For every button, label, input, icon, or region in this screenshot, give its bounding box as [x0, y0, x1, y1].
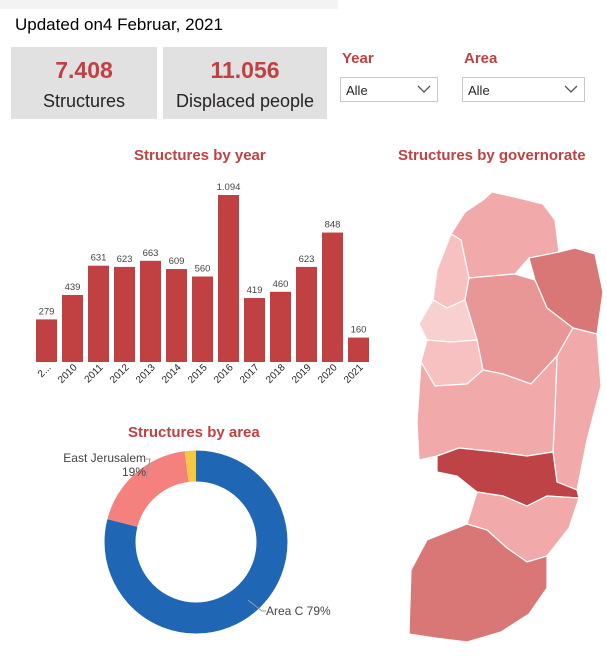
- east-jerusalem-leader: [145, 458, 151, 480]
- area-c-label: Area C 79%: [266, 604, 331, 618]
- bar-value-label: 439: [65, 282, 81, 293]
- donut-chart-title: Structures by area: [128, 424, 260, 441]
- bar-2011[interactable]: [88, 265, 109, 362]
- bar-2016[interactable]: [218, 195, 239, 362]
- x-tick-label: 2014: [160, 362, 184, 386]
- x-tick-label: 2012: [108, 362, 132, 386]
- chevron-down-icon: [564, 85, 578, 93]
- x-tick-label: 2016: [212, 362, 236, 386]
- bar-value-label: 623: [299, 254, 315, 265]
- bar-2014[interactable]: [166, 269, 187, 362]
- east-jerusalem-label: East Jerusalem: [63, 451, 146, 465]
- updated-text: Updated on4 Februar, 2021: [15, 15, 223, 35]
- bar-2010[interactable]: [62, 294, 83, 362]
- area-dropdown-value: Alle: [468, 83, 490, 98]
- top-strip: [0, 0, 338, 9]
- governorate-map: [408, 191, 604, 643]
- map-region-jericho[interactable]: [552, 327, 602, 491]
- chevron-down-icon: [417, 85, 431, 93]
- bar-value-label: 609: [169, 256, 185, 267]
- bar-2...[interactable]: [36, 319, 57, 362]
- x-tick-label: 2020: [316, 362, 340, 386]
- area-c-leader: [247, 599, 266, 612]
- x-tick-label: 2013: [134, 362, 158, 386]
- bar-value-label: 279: [39, 306, 55, 317]
- x-tick-label: 2019: [290, 362, 314, 386]
- bar-2015[interactable]: [192, 276, 213, 362]
- bar-value-label: 848: [325, 220, 341, 231]
- structures-card: 7.408 Structures: [11, 47, 157, 119]
- bar-value-label: 460: [273, 279, 289, 290]
- bar-2013[interactable]: [140, 260, 161, 362]
- bar-chart-title: Structures by year: [134, 147, 266, 164]
- year-dropdown[interactable]: Alle: [340, 77, 438, 102]
- bar-value-label: 623: [117, 254, 133, 265]
- bar-2018[interactable]: [270, 291, 291, 362]
- east-jerusalem-pct: 19%: [122, 465, 146, 479]
- x-tick-label: 2011: [83, 362, 106, 385]
- map-region-ramallah[interactable]: [416, 354, 558, 461]
- bar-2017[interactable]: [244, 298, 265, 362]
- x-tick-label: 2021: [342, 362, 366, 386]
- year-filter-label: Year: [342, 50, 374, 67]
- area-dropdown[interactable]: Alle: [462, 77, 585, 102]
- year-dropdown-value: Alle: [346, 83, 368, 98]
- displaced-label: Displaced people: [175, 91, 315, 111]
- bar-2020[interactable]: [322, 232, 343, 362]
- structures-value: 7.408: [55, 57, 113, 83]
- x-tick-label: 2017: [238, 362, 262, 386]
- bar-value-label: 560: [195, 264, 211, 275]
- bar-value-label: 160: [351, 325, 367, 336]
- bar-2012[interactable]: [114, 266, 135, 362]
- updated-label: Updated on: [15, 15, 103, 34]
- updated-date: 4 Februar, 2021: [102, 15, 223, 34]
- x-tick-label: 2015: [186, 362, 210, 386]
- x-tick-label: 2...: [36, 362, 54, 380]
- bar-value-label: 419: [247, 285, 263, 296]
- bar-value-label: 631: [91, 253, 107, 264]
- structures-by-year-chart: 279 2... 439 2010 631 2011 623 2012 663 2013 609 20…: [36, 182, 369, 386]
- area-filter-label: Area: [464, 50, 498, 67]
- bar-2021[interactable]: [348, 337, 369, 362]
- bar-2019[interactable]: [296, 266, 317, 362]
- map-title: Structures by governorate: [398, 147, 586, 164]
- x-tick-label: 2010: [56, 362, 80, 386]
- displaced-card: 11.056 Displaced people: [163, 47, 327, 119]
- displaced-value: 11.056: [210, 57, 280, 83]
- bar-value-label: 1.094: [217, 182, 241, 193]
- donut-slice-other[interactable]: [104, 450, 288, 634]
- donut-ring: [104, 450, 288, 634]
- map-region-hebron[interactable]: [408, 523, 548, 643]
- structures-label: Structures: [42, 91, 126, 111]
- bar-value-label: 663: [143, 248, 159, 259]
- x-tick-label: 2018: [264, 362, 288, 386]
